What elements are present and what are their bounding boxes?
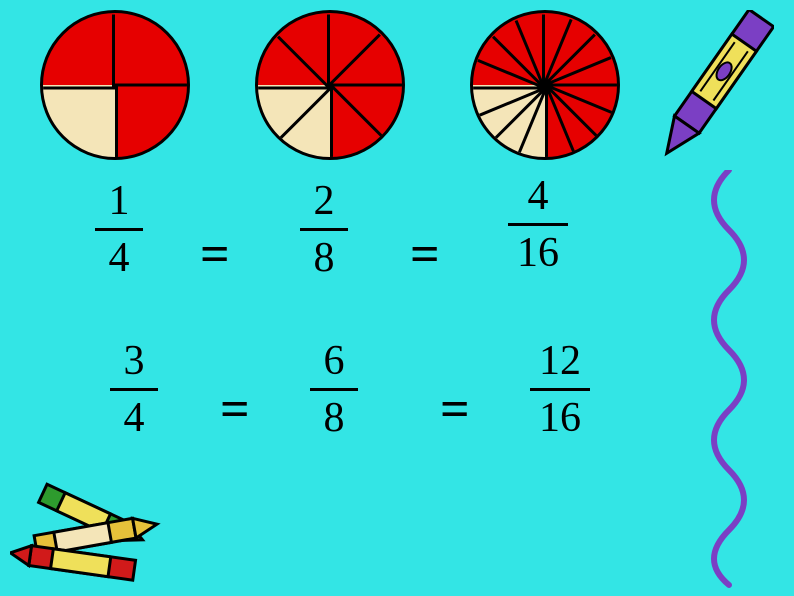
denominator: 4 — [110, 397, 158, 439]
row2-fraction-2: 1216 — [530, 340, 590, 439]
pie-16 — [470, 10, 620, 160]
row2-equals-0: = — [220, 380, 250, 439]
row2-fraction-0: 34 — [110, 340, 158, 439]
numerator: 2 — [300, 180, 348, 222]
pie-4 — [40, 10, 190, 160]
fraction-bar — [530, 388, 590, 391]
denominator: 4 — [95, 237, 143, 279]
row1-fraction-0: 14 — [95, 180, 143, 279]
numerator: 12 — [530, 340, 590, 382]
fraction-bar — [95, 228, 143, 231]
fraction-bar — [300, 228, 348, 231]
row1-fraction-1: 28 — [300, 180, 348, 279]
denominator: 8 — [310, 397, 358, 439]
crayon-pile-icon — [10, 476, 200, 586]
numerator: 6 — [310, 340, 358, 382]
row1-equals-0: = — [200, 225, 230, 284]
denominator: 16 — [530, 397, 590, 439]
fraction-bar — [310, 388, 358, 391]
squiggle-line-icon — [649, 170, 769, 590]
fraction-bar — [110, 388, 158, 391]
numerator: 1 — [95, 180, 143, 222]
numerator: 3 — [110, 340, 158, 382]
pie-8 — [255, 10, 405, 160]
row1-equals-1: = — [410, 225, 440, 284]
denominator: 8 — [300, 237, 348, 279]
fraction-bar — [508, 223, 568, 226]
denominator: 16 — [508, 232, 568, 274]
row2-equals-1: = — [440, 380, 470, 439]
purple-crayon-icon — [634, 10, 774, 190]
row1-fraction-2: 416 — [508, 175, 568, 274]
numerator: 4 — [508, 175, 568, 217]
row2-fraction-1: 68 — [310, 340, 358, 439]
